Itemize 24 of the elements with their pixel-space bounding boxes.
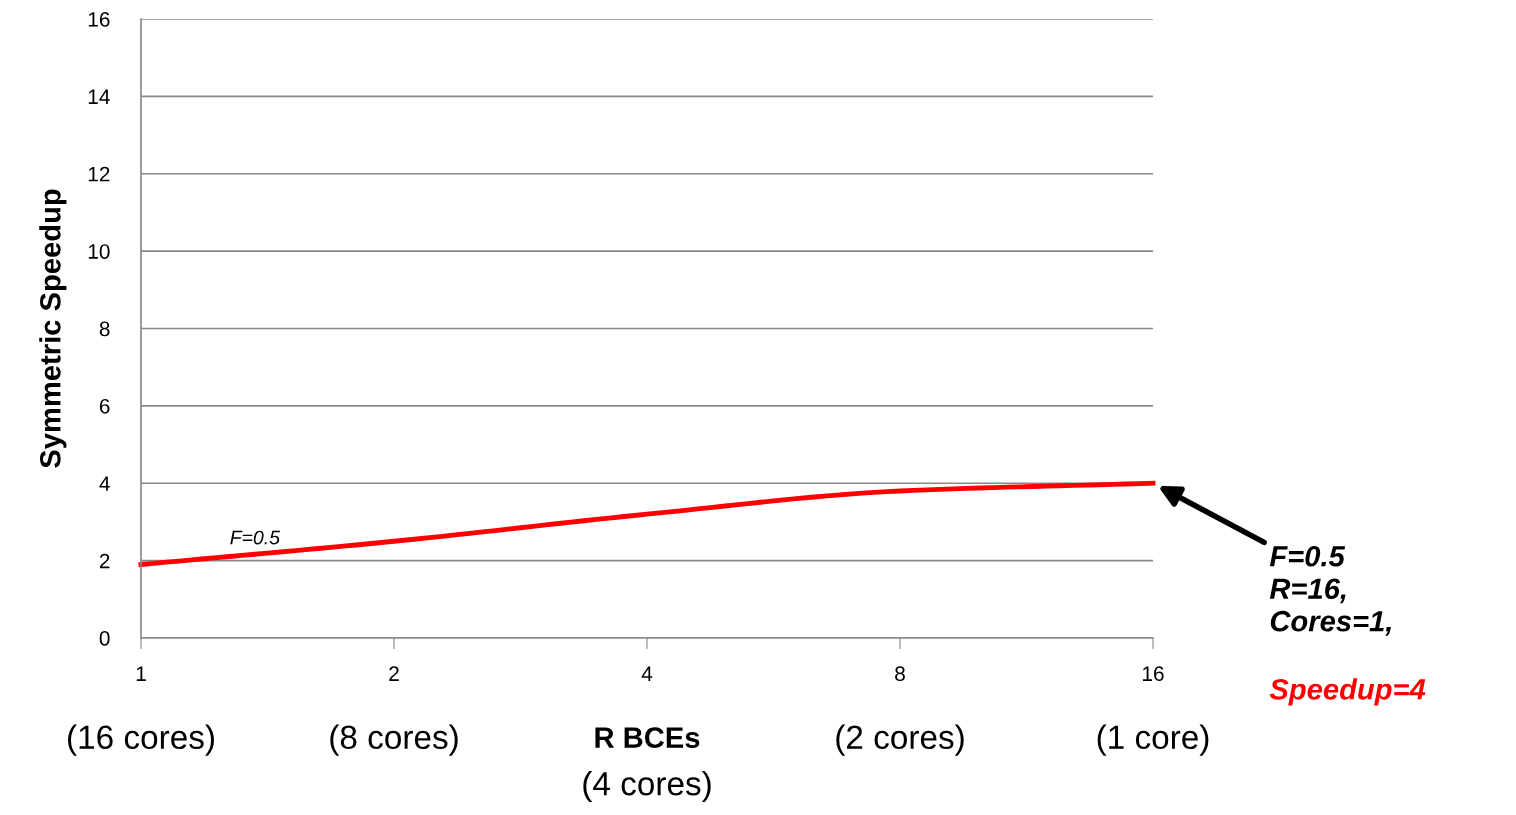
y-tick-label: 6: [99, 398, 110, 414]
y-tick-label: 10: [88, 244, 110, 259]
x-tick-label: 16: [1143, 666, 1164, 682]
text: (8 cores): [330, 724, 458, 756]
text: Speedup=4: [1269, 678, 1426, 706]
x-tick-label: 8: [895, 666, 905, 682]
y-tick-label: 12: [88, 166, 110, 182]
text: (16 cores): [68, 724, 214, 756]
y-tick-label: 14: [88, 89, 110, 104]
x-tick-label: 4: [641, 666, 653, 681]
y-tick-label: 8: [99, 321, 110, 337]
y-tick-label: 4: [99, 476, 110, 491]
x-tick-label: 2: [389, 666, 399, 681]
x-tick-label: 1: [136, 666, 146, 681]
y-tick-label: 0: [99, 631, 110, 646]
text: (2 cores): [836, 724, 964, 756]
series-label: F=0.5: [230, 530, 281, 545]
y-tick-label: 2: [99, 553, 110, 569]
text: F=0.5 R=16, Cores=1,: [1269, 545, 1391, 636]
text: (4 cores): [583, 771, 711, 803]
x-axis-title: R BCEs: [595, 727, 700, 748]
text: (1 core): [1097, 724, 1209, 756]
y-tick-label: 16: [88, 12, 110, 27]
y-axis-title: Symmetric Speedup: [39, 189, 67, 468]
